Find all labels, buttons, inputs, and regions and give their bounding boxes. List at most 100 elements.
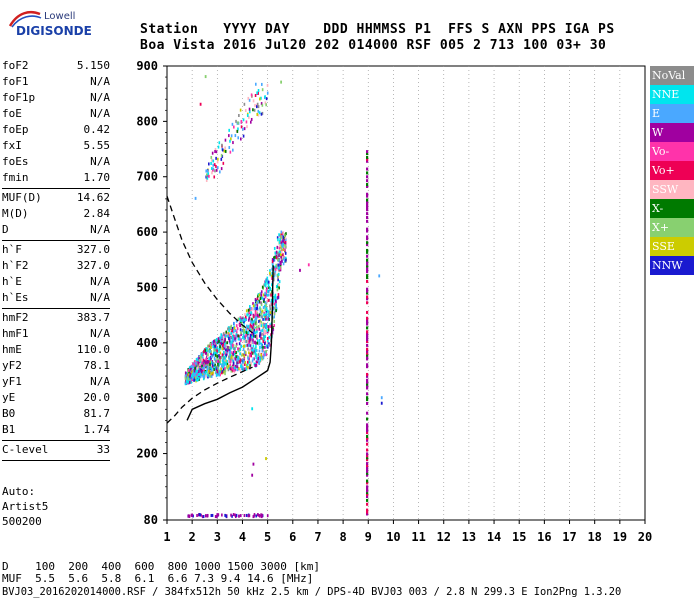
echo-point bbox=[214, 149, 216, 153]
echo-point bbox=[205, 178, 208, 182]
param-value: 5.150 bbox=[76, 59, 110, 72]
echo-point bbox=[220, 167, 223, 171]
param-label: hmE bbox=[2, 343, 22, 356]
vertical-trace-point bbox=[366, 297, 369, 301]
isolated-point bbox=[307, 263, 310, 267]
echo-point bbox=[258, 293, 261, 297]
echo-point bbox=[190, 378, 193, 382]
echo-point bbox=[258, 327, 261, 331]
param-label: foE bbox=[2, 107, 22, 120]
echo-point bbox=[276, 288, 279, 292]
echo-point bbox=[254, 328, 257, 332]
echo-point bbox=[247, 347, 249, 351]
echo-point bbox=[276, 284, 279, 288]
echo-point bbox=[253, 319, 256, 323]
echo-point bbox=[189, 379, 192, 383]
echo-point bbox=[215, 341, 218, 345]
echo-point bbox=[218, 372, 220, 376]
echo-point bbox=[243, 337, 245, 341]
echo-point bbox=[260, 311, 263, 315]
echo-point bbox=[248, 348, 251, 352]
param-separator bbox=[2, 440, 110, 441]
echo-point bbox=[246, 360, 249, 364]
x-tick-label: 4 bbox=[239, 530, 246, 544]
echo-point bbox=[224, 366, 226, 370]
echo-point bbox=[240, 358, 242, 362]
echo-point bbox=[198, 357, 200, 361]
vertical-trace-point bbox=[366, 279, 369, 283]
echo-point bbox=[202, 371, 205, 375]
echo-point bbox=[189, 366, 191, 370]
echo-point bbox=[193, 373, 195, 377]
echo-point bbox=[231, 326, 234, 330]
echo-point bbox=[248, 110, 251, 114]
echo-point bbox=[257, 353, 260, 357]
echo-point bbox=[213, 163, 216, 167]
echo-point bbox=[208, 360, 210, 364]
echo-point bbox=[245, 333, 247, 337]
echo-point bbox=[255, 353, 257, 357]
echo-point bbox=[219, 170, 221, 174]
echo-point bbox=[255, 319, 257, 323]
echo-point bbox=[204, 364, 206, 368]
echo-point bbox=[261, 103, 264, 107]
vertical-trace-point bbox=[366, 206, 369, 210]
echo-point bbox=[236, 368, 239, 372]
vertical-trace-point bbox=[366, 374, 369, 378]
echo-point bbox=[206, 373, 209, 377]
header-value: 03+ bbox=[556, 38, 582, 53]
vertical-trace-point bbox=[366, 469, 369, 473]
echo-point bbox=[264, 324, 267, 328]
echo-point bbox=[266, 281, 268, 285]
vertical-trace-point bbox=[366, 235, 369, 239]
x-tick-label: 16 bbox=[537, 530, 551, 544]
echo-point bbox=[256, 91, 258, 95]
echo-point bbox=[214, 371, 217, 375]
echo-point bbox=[254, 334, 257, 338]
echo-point bbox=[218, 141, 221, 145]
echo-point bbox=[243, 334, 246, 338]
echo-point bbox=[276, 296, 279, 300]
echo-point bbox=[260, 96, 262, 100]
echo-point bbox=[214, 348, 216, 352]
echo-point bbox=[262, 345, 264, 349]
echo-point bbox=[268, 342, 270, 346]
echo-point bbox=[231, 340, 233, 344]
header-value: Boa Vista bbox=[140, 38, 215, 53]
param-row: hmF1 N/A bbox=[2, 326, 110, 342]
low-echo-point bbox=[239, 514, 242, 518]
echo-point bbox=[229, 336, 231, 340]
x-tick-label: 14 bbox=[487, 530, 501, 544]
echo-point bbox=[198, 359, 201, 363]
echo-point bbox=[246, 324, 248, 328]
echo-point bbox=[198, 372, 200, 376]
echo-point bbox=[254, 93, 257, 97]
vertical-trace-point bbox=[366, 454, 369, 458]
echo-point bbox=[219, 345, 221, 349]
echo-point bbox=[262, 306, 265, 310]
echo-point bbox=[233, 370, 236, 374]
echo-point bbox=[278, 283, 280, 287]
y-tick-label: 800 bbox=[136, 114, 158, 128]
echo-point bbox=[224, 341, 226, 345]
echo-point bbox=[265, 329, 267, 333]
echo-point bbox=[263, 313, 265, 317]
echo-point bbox=[274, 269, 277, 273]
echo-point bbox=[205, 173, 208, 177]
echo-point bbox=[249, 354, 251, 358]
echo-point bbox=[226, 349, 229, 353]
echo-point bbox=[216, 359, 218, 363]
echo-point bbox=[282, 238, 285, 242]
vertical-trace-point bbox=[366, 355, 369, 359]
echo-point bbox=[229, 367, 232, 371]
vertical-trace-point bbox=[366, 266, 369, 270]
echo-point bbox=[208, 369, 210, 373]
low-echo-point bbox=[231, 514, 233, 518]
echo-point bbox=[272, 328, 275, 332]
echo-point bbox=[261, 296, 264, 300]
echo-point bbox=[210, 366, 212, 370]
echo-point bbox=[214, 353, 217, 357]
echo-point bbox=[266, 83, 269, 87]
echo-point bbox=[262, 337, 264, 341]
echo-point bbox=[204, 351, 207, 355]
